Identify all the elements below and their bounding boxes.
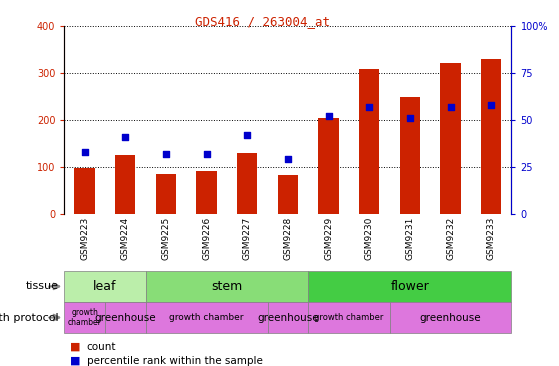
Text: GSM9231: GSM9231 (405, 217, 414, 260)
Text: growth chamber: growth chamber (314, 313, 383, 322)
Point (487, 102, 496, 108)
Point (283, 157, 292, 163)
Bar (156, 174, 176, 214)
Bar (278, 175, 298, 214)
Text: count: count (87, 342, 116, 352)
Point (364, 104, 373, 109)
Point (121, 134, 130, 140)
Text: percentile rank within the sample: percentile rank within the sample (87, 356, 263, 366)
Text: GSM9233: GSM9233 (487, 217, 496, 260)
Bar (440, 63, 461, 214)
Bar (145, 271, 308, 302)
Bar (115, 155, 135, 214)
Text: growth chamber: growth chamber (169, 313, 244, 322)
Bar (400, 97, 420, 214)
Point (162, 151, 170, 157)
Text: GSM9229: GSM9229 (324, 217, 333, 260)
Point (80, 149, 89, 155)
Bar (308, 302, 390, 333)
Bar (268, 302, 308, 333)
Text: flower: flower (391, 280, 429, 293)
Point (446, 104, 455, 109)
Text: GSM9232: GSM9232 (446, 217, 455, 260)
Text: greenhouse: greenhouse (94, 313, 156, 322)
Bar (308, 271, 511, 302)
Point (405, 115, 414, 121)
Text: GSM9223: GSM9223 (80, 217, 89, 260)
Bar (64, 302, 105, 333)
Point (202, 151, 211, 157)
Text: growth protocol: growth protocol (0, 313, 59, 322)
Bar (390, 302, 511, 333)
Text: GSM9224: GSM9224 (121, 217, 130, 260)
Text: ■: ■ (70, 356, 80, 366)
Bar (481, 59, 501, 214)
Text: leaf: leaf (93, 280, 117, 293)
Text: GSM9226: GSM9226 (202, 217, 211, 260)
Text: greenhouse: greenhouse (420, 313, 481, 322)
Text: greenhouse: greenhouse (257, 313, 319, 322)
Text: tissue: tissue (26, 281, 59, 291)
Bar (196, 171, 217, 214)
Text: GSM9230: GSM9230 (364, 217, 374, 260)
Text: GSM9225: GSM9225 (162, 217, 170, 260)
Text: ■: ■ (70, 342, 80, 352)
Bar (64, 271, 145, 302)
Bar (74, 168, 95, 214)
Bar (319, 117, 339, 214)
Text: GSM9227: GSM9227 (243, 217, 252, 260)
Text: GSM9228: GSM9228 (283, 217, 292, 260)
Point (324, 113, 333, 119)
Bar (359, 69, 380, 214)
Text: growth
chamber: growth chamber (68, 308, 102, 327)
Bar (237, 153, 257, 214)
Bar (105, 302, 145, 333)
Point (243, 132, 252, 138)
Text: stem: stem (211, 280, 243, 293)
Bar (145, 302, 268, 333)
Text: GDS416 / 263004_at: GDS416 / 263004_at (195, 15, 330, 28)
